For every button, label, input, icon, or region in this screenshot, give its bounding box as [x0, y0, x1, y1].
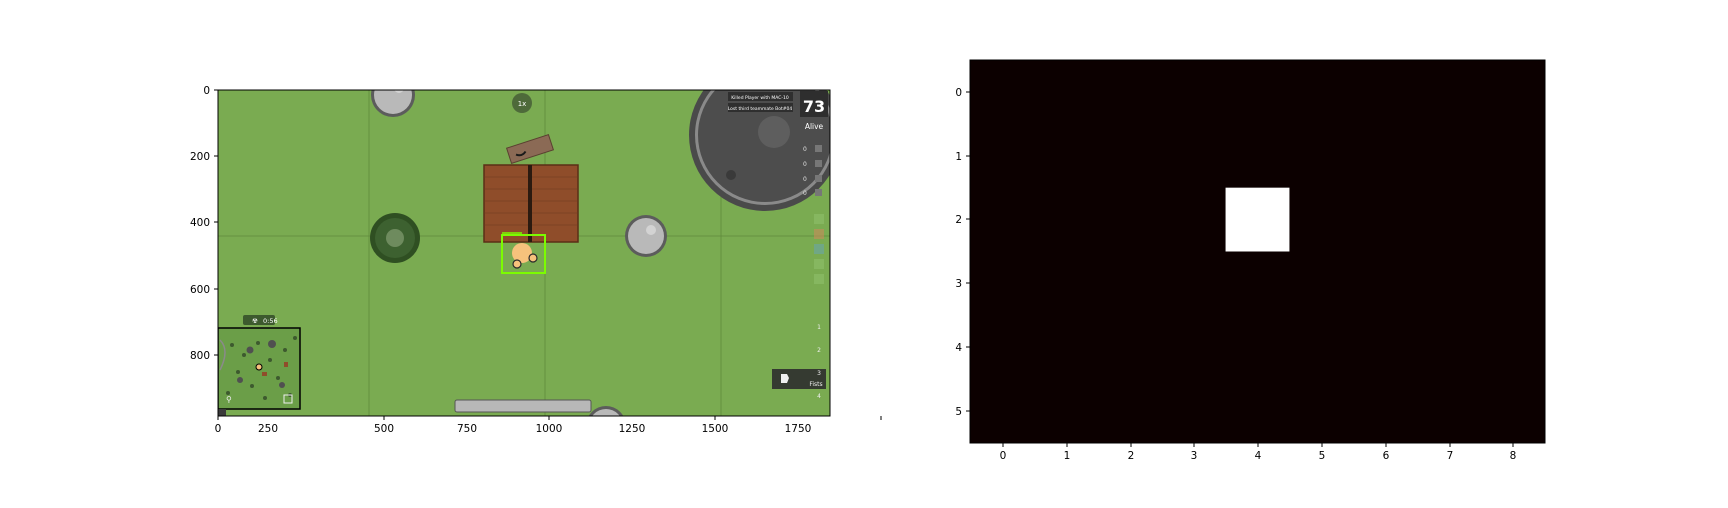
kill-feed-line: Killed Player with MAC-10 — [731, 95, 789, 101]
zone-timer: ☢ 0:56 — [243, 315, 278, 325]
highlighted-cell — [1225, 187, 1290, 252]
radiation-icon: ☢ — [252, 317, 258, 325]
player-body — [512, 243, 532, 263]
x-tick-label: 1 — [1064, 450, 1071, 462]
ammo-count: 0 — [803, 190, 807, 197]
x-tick-label: 3 — [1191, 450, 1198, 462]
search-icon[interactable]: ⚲ — [226, 395, 232, 404]
game-y-axis: 0 200 400 600 800 — [190, 85, 218, 362]
weapon-slots: 1 2 3 Fists 4 — [772, 324, 826, 400]
minimap-toggle-icon[interactable] — [283, 394, 293, 404]
minimap-corner-marker — [218, 409, 226, 416]
x-tick-label: 0 — [215, 423, 222, 435]
x-tick-label: 750 — [457, 423, 477, 435]
selection-box — [501, 234, 546, 274]
medkit-icon — [815, 160, 822, 167]
x-tick-label: 5 — [1319, 450, 1326, 462]
player-hand — [528, 253, 538, 263]
x-tick-label: 0 — [1000, 450, 1007, 462]
y-tick-label: 3 — [955, 278, 962, 290]
kill-feed-line: Lost third teammate Bot#04 — [728, 106, 793, 112]
x-tick-label: 1750 — [785, 423, 812, 435]
y-tick-label: 200 — [190, 151, 210, 163]
alive-counter: 73 Alive — [800, 91, 828, 131]
x-tick-label: 1000 — [536, 423, 563, 435]
x-tick-label: 4 — [1255, 450, 1262, 462]
minimap-player-marker — [255, 363, 263, 371]
counter-bubble: 1x — [512, 93, 532, 113]
pills-icon — [815, 189, 822, 196]
game-axes-frame — [217, 89, 831, 417]
x-tick-label: 500 — [374, 423, 394, 435]
y-tick-label: 5 — [955, 406, 962, 418]
minimap[interactable]: ⚲ — [218, 327, 301, 416]
game-x-axis: 0 250 500 750 1000 1250 1500 1750 — [215, 416, 1379, 435]
x-tick-label: 2 — [1128, 450, 1135, 462]
y-tick-label: 0 — [203, 85, 210, 97]
ammo-count: 0 — [803, 176, 807, 183]
counter-bubble-text: 1x — [518, 100, 527, 108]
alive-count: 73 — [803, 97, 825, 116]
ammo-count: 0 — [803, 161, 807, 168]
y-tick-label: 2 — [955, 214, 962, 226]
bunker — [689, 90, 830, 211]
bush — [370, 213, 420, 263]
x-tick-label: 7 — [1447, 450, 1454, 462]
rock — [625, 215, 667, 257]
ammo-type-indicators — [814, 214, 824, 284]
y-tick-label: 600 — [190, 284, 210, 296]
x-tick-label: 8 — [1510, 450, 1517, 462]
ammo-panel: 0 0 0 0 — [803, 145, 822, 197]
weapon-slot-number[interactable]: 3 — [817, 370, 821, 377]
weapon-slot-number[interactable]: 1 — [817, 324, 821, 331]
bandage-icon — [815, 145, 822, 152]
weapon-slot-number[interactable]: 4 — [817, 393, 821, 400]
house-roof — [483, 164, 579, 243]
health-bar — [454, 399, 592, 413]
y-tick-label: 0 — [955, 87, 962, 99]
equipped-slot-label: Fists — [809, 381, 822, 388]
x-tick-label: 250 — [258, 423, 278, 435]
y-tick-label: 4 — [955, 342, 962, 354]
weapon-slot-number[interactable]: 2 — [817, 347, 821, 354]
kill-feed: Killed Player with MAC-10 Lost third tea… — [728, 92, 793, 112]
grid-y-axis: 0 1 2 3 4 5 — [955, 87, 970, 418]
x-tick-label: 6 — [1383, 450, 1390, 462]
wooden-crate — [505, 133, 555, 165]
fist-icon — [781, 374, 789, 383]
rock — [588, 406, 624, 416]
y-tick-label: 400 — [190, 217, 210, 229]
ammo-count: 0 — [803, 146, 807, 153]
player-hand — [512, 259, 522, 269]
grid-mask-panel: 0 1 2 3 4 5 6 7 8 0 1 2 3 4 5 — [955, 59, 1546, 462]
alive-label: Alive — [805, 122, 824, 131]
player — [501, 232, 546, 274]
grid-x-axis: 0 1 2 3 4 5 6 7 8 — [1000, 443, 1517, 462]
zone-timer-text: 0:56 — [263, 317, 278, 325]
rock — [371, 90, 415, 117]
y-tick-label: 1 — [955, 151, 962, 163]
x-tick-label: 1500 — [702, 423, 729, 435]
game-panel: 1x Killed Player with MAC-10 — [190, 85, 1379, 435]
x-tick-label: 1250 — [619, 423, 646, 435]
y-tick-label: 800 — [190, 350, 210, 362]
soda-icon — [815, 175, 822, 182]
